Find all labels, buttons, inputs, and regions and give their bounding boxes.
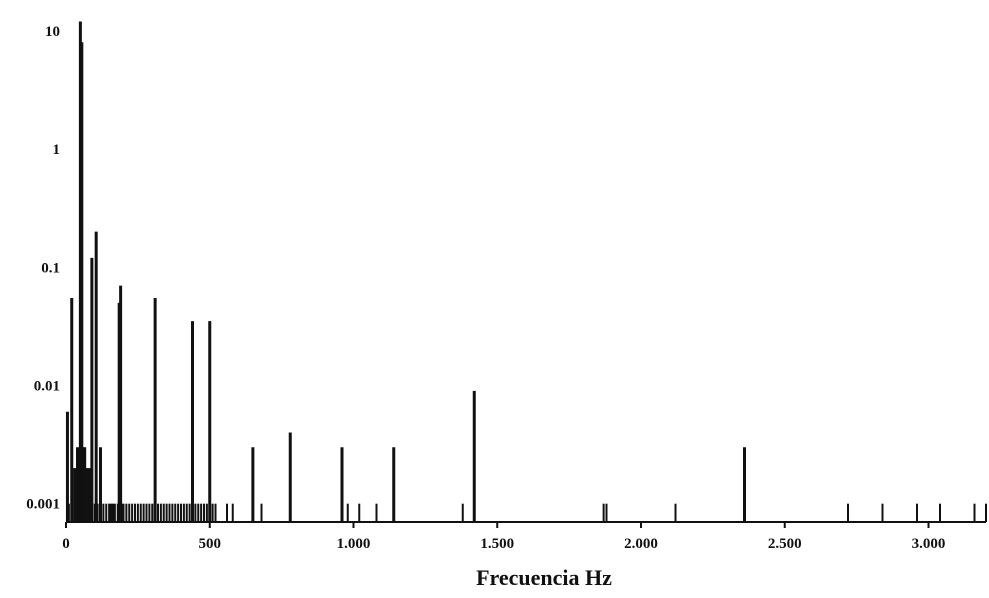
- x-tick-label: 1.500: [480, 536, 514, 552]
- x-axis-ticks: 0 500 1.000 1.500 2.000 2.500 3.000: [62, 522, 945, 552]
- y-axis-ticks: 0.001 0.01 0.1 1 10: [26, 24, 60, 513]
- y-tick-label: 0.001: [26, 497, 60, 513]
- y-tick-label: 0.1: [41, 260, 60, 276]
- spectrum-bars: [65, 21, 987, 522]
- y-tick-label: 0.01: [34, 378, 60, 394]
- y-tick-label: 1: [53, 142, 61, 158]
- x-tick-label: 500: [199, 536, 222, 552]
- x-tick-label: 2.000: [624, 536, 658, 552]
- y-tick-label: 10: [45, 24, 60, 40]
- x-tick-label: 1.000: [337, 536, 371, 552]
- x-tick-label: 3.000: [912, 536, 946, 552]
- x-tick-label: 0: [62, 536, 70, 552]
- x-tick-label: 2.500: [768, 536, 802, 552]
- x-axis-title: Frecuencia Hz: [476, 565, 612, 590]
